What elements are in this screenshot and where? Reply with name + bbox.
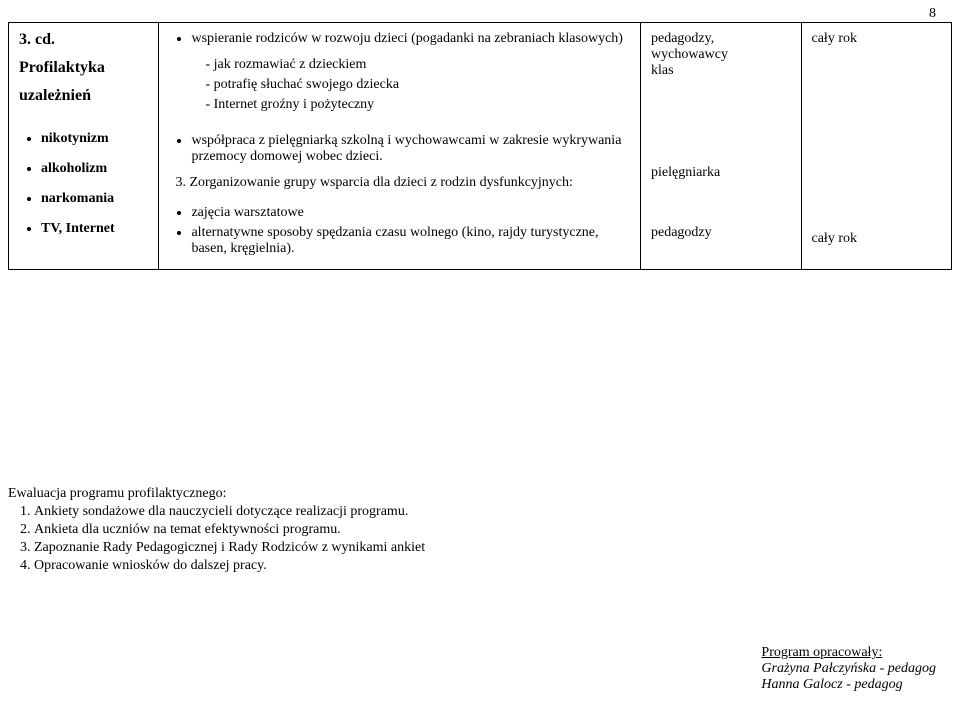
section-number: 3. cd. [19, 31, 148, 49]
credits-block: Program opracowały: Grażyna Pałczyńska -… [761, 645, 936, 693]
list-item: jak rozmawiać z dzieckiem [217, 57, 630, 73]
evaluation-heading: Ewaluacja programu profilaktycznego: [8, 486, 952, 502]
list-item: zajęcia warsztatowe [191, 205, 630, 221]
list-item: współpraca z pielęgniarką szkolną i wych… [191, 133, 630, 165]
cell-left: 3. cd. Profilaktyka uzależnień nikotyniz… [9, 23, 159, 270]
responsible-text: pielęgniarka [651, 165, 791, 181]
action-text: wspieranie rodziców w rozwoju dzieci (po… [191, 31, 623, 46]
credits-heading: Program opracowały: [761, 645, 936, 661]
list-item: Internet groźny i pożyteczny [217, 97, 630, 113]
term-text: cały rok [812, 231, 942, 247]
list-item: Opracowanie wniosków do dalszej pracy. [34, 558, 952, 574]
actions-list-2: współpraca z pielęgniarką szkolną i wych… [169, 133, 630, 165]
credits-author: Grażyna Pałczyńska - pedagog [761, 661, 936, 677]
responsible-text: wychowawcy [651, 47, 791, 63]
list-item: wspieranie rodziców w rozwoju dzieci (po… [191, 31, 630, 113]
list-item: narkomania [41, 191, 148, 207]
responsible-text: pedagodzy, [651, 31, 791, 47]
list-item: potrafię słuchać swojego dziecka [217, 77, 630, 93]
section-title-1: Profilaktyka [19, 59, 148, 77]
numbered-item: 3. Zorganizowanie grupy wsparcia dla dzi… [169, 175, 630, 191]
evaluation-list: Ankiety sondażowe dla nauczycieli dotycz… [8, 504, 952, 574]
list-item: alternatywne sposoby spędzania czasu wol… [191, 225, 630, 257]
cell-term: cały rok cały rok [801, 23, 952, 270]
section-title-2: uzależnień [19, 87, 148, 105]
list-item: TV, Internet [41, 221, 148, 237]
list-item: alkoholizm [41, 161, 148, 177]
number-prefix: 3. [175, 175, 186, 190]
table-row: 3. cd. Profilaktyka uzależnień nikotyniz… [9, 23, 952, 270]
cell-responsible: pedagodzy, wychowawcy klas pielęgniarka … [641, 23, 802, 270]
list-item: Zapoznanie Rady Pedagogicznej i Rady Rod… [34, 540, 952, 556]
main-table: 3. cd. Profilaktyka uzależnień nikotyniz… [8, 22, 952, 270]
term-text: cały rok [812, 31, 942, 47]
list-item: Ankieta dla uczniów na temat efektywnośc… [34, 522, 952, 538]
list-item: Ankiety sondażowe dla nauczycieli dotycz… [34, 504, 952, 520]
responsible-text: pedagodzy [651, 225, 791, 241]
credits-author: Hanna Galocz - pedagog [761, 677, 936, 693]
cell-actions: wspieranie rodziców w rozwoju dzieci (po… [159, 23, 641, 270]
numbered-text: Zorganizowanie grupy wsparcia dla dzieci… [189, 175, 572, 190]
actions-list: wspieranie rodziców w rozwoju dzieci (po… [169, 31, 630, 113]
page-number: 8 [929, 6, 936, 22]
dash-list: jak rozmawiać z dzieckiem potrafię słuch… [199, 57, 630, 113]
evaluation-section: Ewaluacja programu profilaktycznego: Ank… [8, 486, 952, 576]
list-item: nikotynizm [41, 131, 148, 147]
sub-bullet-list: zajęcia warsztatowe alternatywne sposoby… [169, 205, 630, 257]
left-bullet-list: nikotynizm alkoholizm narkomania TV, Int… [19, 131, 148, 237]
responsible-text: klas [651, 63, 791, 79]
